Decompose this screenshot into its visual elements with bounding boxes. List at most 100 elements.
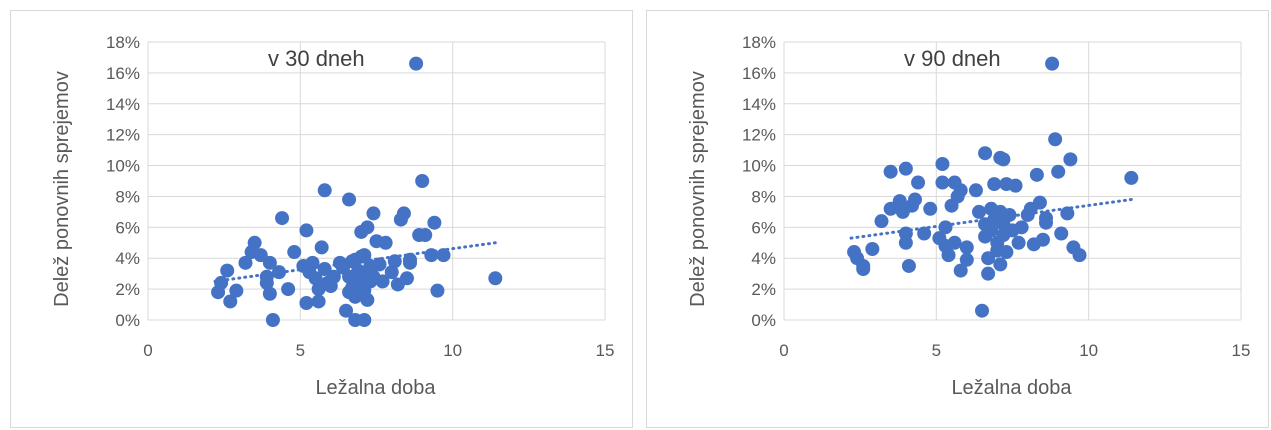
data-point [1124,170,1139,185]
data-point [865,241,880,256]
data-point [901,258,916,273]
y-tick-label: 18% [742,33,776,52]
data-point [314,240,329,255]
x-tick-label: 5 [296,341,305,360]
trendline [213,241,497,283]
data-point [1054,226,1069,241]
data-point [262,255,277,270]
y-tick-label: 10% [106,157,140,176]
chart-panel-30-days: 0% 2% 4% 6% 8% 10% 12% 14% 16% 18% 0 5 10 15 v 30 dneh… [10,10,633,428]
data-point [1029,167,1044,182]
data-point [396,206,411,221]
trendline [849,198,1133,240]
data-point [299,296,314,311]
data-point [959,252,974,267]
data-point [1014,220,1029,235]
y-tick-label: 12% [106,126,140,145]
data-point [262,286,277,301]
data-point [1032,195,1047,210]
y-tick-label: 16% [106,64,140,83]
scatter-chart-30-days: 0% 2% 4% 6% 8% 10% 12% 14% 16% 18% 0 5 10 15 v 30 dneh… [51,33,614,399]
data-point [999,245,1014,260]
x-tick-label: 15 [1232,341,1251,360]
data-point [372,257,387,272]
data-point [409,56,424,71]
x-tick-label: 10 [1079,341,1098,360]
data-point [238,255,253,270]
y-tick-label: 0% [751,311,776,330]
data-point [220,263,235,278]
data-point [384,265,399,280]
y-tick-label: 4% [115,249,140,268]
data-point [317,183,332,198]
data-point [1011,235,1026,250]
data-point [978,146,993,161]
data-point [323,279,338,294]
data-point [959,240,974,255]
data-point [856,258,871,273]
data-point [488,271,503,286]
data-point [984,223,999,238]
data-point [229,283,244,298]
data-point [981,251,996,266]
y-tick-label: 8% [751,187,776,206]
data-point [427,215,442,230]
data-point [968,183,983,198]
data-point [981,266,996,281]
data-point [281,282,296,297]
data-point [923,201,938,216]
data-point [898,235,913,250]
data-point [403,255,418,270]
data-point [275,211,290,226]
data-point [911,175,926,190]
y-tick-label: 6% [115,218,140,237]
y-tick-label: 14% [106,95,140,114]
data-point [1063,152,1078,167]
data-point [311,294,326,309]
data-point [971,204,986,219]
data-point [1008,178,1023,193]
data-point [993,257,1008,272]
data-point [987,177,1002,192]
data-point [265,313,280,327]
data-point [1048,132,1063,147]
y-tick-label: 2% [115,280,140,299]
data-point [259,275,274,290]
data-point [874,214,889,229]
chart-title: v 90 dneh [904,46,1001,71]
y-tick-label: 18% [106,33,140,52]
y-tick-label: 6% [751,218,776,237]
data-point [378,235,393,250]
data-point [1072,248,1087,263]
data-point [360,292,375,307]
data-point [342,192,357,207]
data-point [892,194,907,209]
data-point [917,226,932,241]
y-tick-label: 4% [751,249,776,268]
x-tick-label: 5 [932,341,941,360]
y-tick-label: 2% [751,280,776,299]
x-tick-label: 0 [779,341,788,360]
x-tick-label: 0 [143,341,152,360]
data-point [1060,206,1075,221]
data-point [339,303,354,318]
data-point [975,303,990,318]
y-tick-label: 12% [742,126,776,145]
data-point [953,183,968,198]
data-point [996,152,1011,167]
data-point [399,271,414,286]
data-point [898,161,913,176]
data-point [935,175,950,190]
data-point [883,164,898,179]
data-point [883,201,898,216]
y-axis-title: Delež ponovnih sprejemov [687,71,709,307]
data-point [287,245,302,260]
data-point [223,294,238,309]
y-tick-label: 14% [742,95,776,114]
data-point [214,275,229,290]
data-point [1035,232,1050,247]
data-point [935,157,950,172]
data-point [357,248,372,263]
data-point [308,271,323,286]
data-point [941,248,956,263]
